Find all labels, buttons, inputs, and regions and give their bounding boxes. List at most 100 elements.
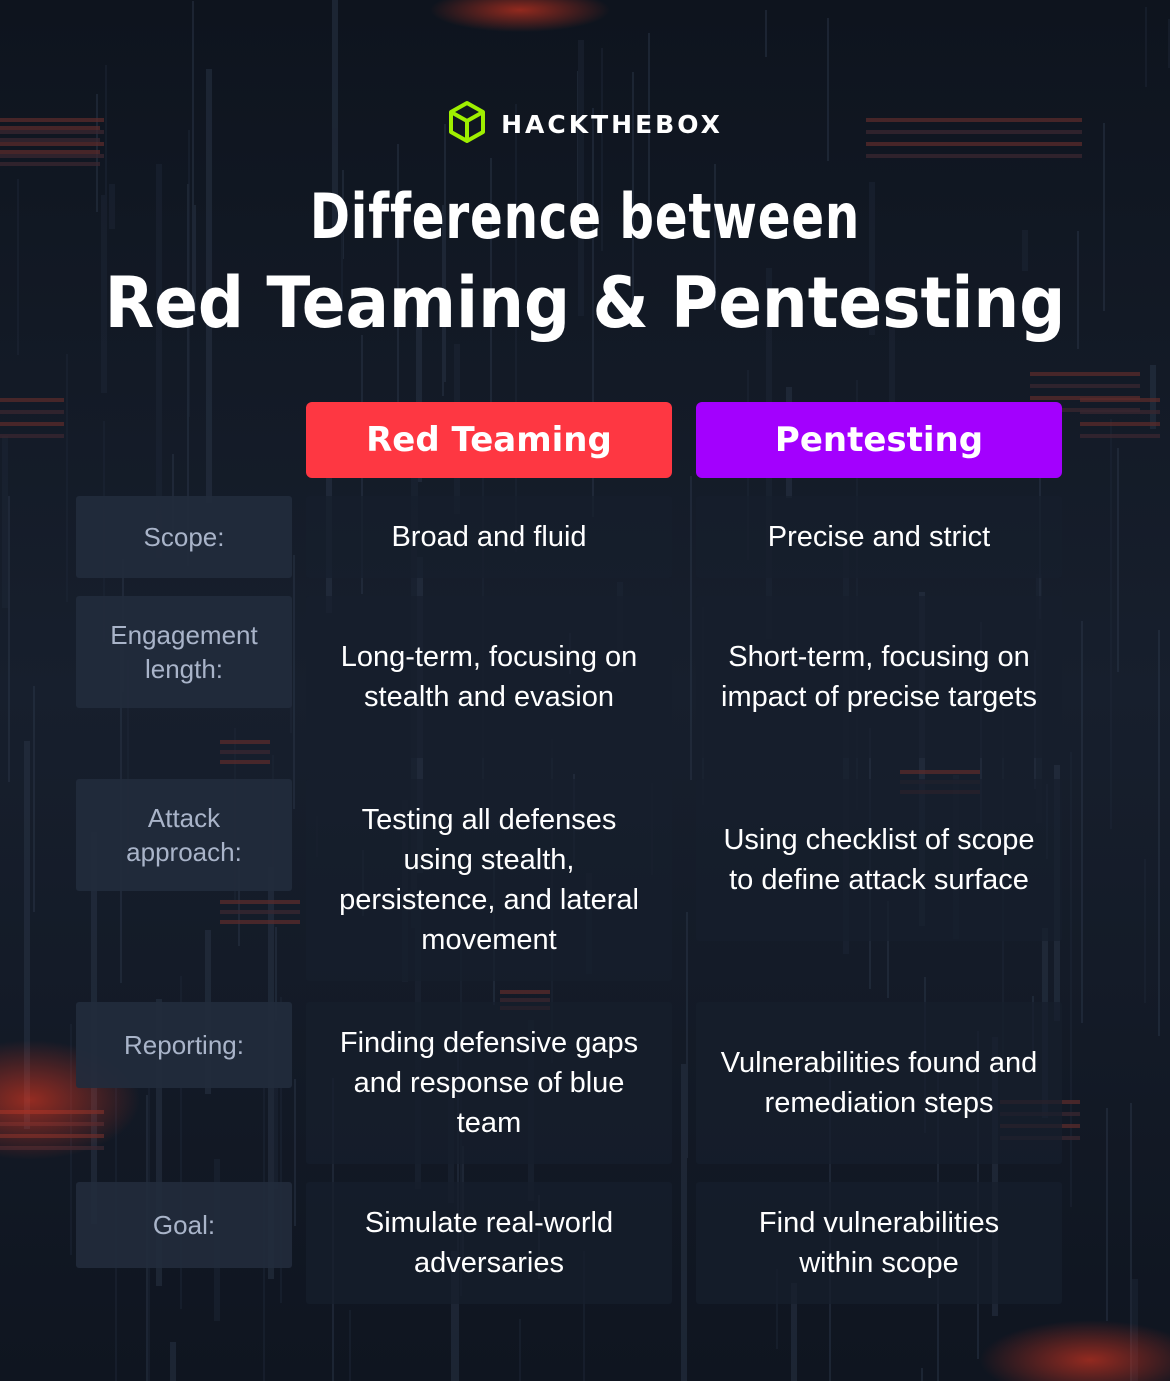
- row-label-reporting: Reporting:: [76, 1002, 292, 1088]
- background-streak: [294, 1079, 296, 1226]
- background-streak: [1110, 419, 1112, 829]
- background-bar: [220, 920, 300, 924]
- background-streak: [24, 741, 30, 1129]
- cell-red-teaming-attack-approach: Testing all defenses using stealth, pers…: [306, 779, 672, 981]
- background-streak: [1022, 230, 1028, 271]
- background-streak: [341, 215, 343, 313]
- cube-logo-icon: [447, 100, 487, 149]
- row-label-attack-approach: Attack approach:: [76, 779, 292, 891]
- background-bar: [1080, 410, 1160, 414]
- background-bar: [500, 998, 550, 1002]
- background-bar: [0, 118, 104, 122]
- brand-header: HACKTHEBOX: [0, 100, 1170, 149]
- background-bar: [0, 162, 100, 166]
- cell-red-teaming-scope: Broad and fluid: [306, 496, 672, 578]
- background-streak: [919, 592, 925, 926]
- background-bar: [500, 990, 550, 994]
- column-header-red-teaming: Red Teaming: [306, 402, 672, 478]
- background-streak: [791, 1283, 797, 1381]
- background-streak: [889, 288, 895, 473]
- background-streak: [887, 901, 889, 998]
- background-streak: [109, 184, 115, 229]
- column-header-pentesting: Pentesting: [696, 402, 1062, 478]
- background-streak: [1103, 123, 1105, 311]
- cell-red-teaming-reporting: Finding defensive gaps and response of b…: [306, 1002, 672, 1164]
- background-streak: [1081, 621, 1083, 1023]
- brand-name: HACKTHEBOX: [501, 110, 723, 139]
- background-bar: [220, 750, 270, 754]
- background-streak: [1150, 365, 1156, 429]
- background-bar: [0, 422, 64, 426]
- background-streak: [187, 184, 189, 566]
- background-bar: [220, 760, 270, 764]
- background-streak: [686, 912, 688, 1158]
- row-label-goal: Goal:: [76, 1182, 292, 1268]
- background-bar: [866, 142, 1082, 146]
- background-streak: [66, 354, 68, 602]
- background-bar: [0, 434, 64, 438]
- cell-red-teaming-engagement-length: Long-term, focusing on stealth and evasi…: [306, 596, 672, 758]
- background-bar: [220, 910, 300, 914]
- background-streak: [101, 195, 107, 393]
- background-streak: [342, 170, 344, 259]
- background-streak: [17, 179, 19, 355]
- cell-pentesting-attack-approach: Using checklist of scope to define attac…: [696, 779, 1062, 941]
- cell-pentesting-scope: Precise and strict: [696, 496, 1062, 578]
- background-streak: [451, 1251, 457, 1381]
- title-line-1: Difference between: [309, 180, 861, 253]
- background-streak: [776, 1269, 778, 1349]
- background-streak: [442, 205, 444, 396]
- background-streak: [105, 65, 107, 278]
- background-streak: [992, 1037, 998, 1316]
- background-bar: [1080, 422, 1160, 426]
- background-streak: [2, 436, 8, 608]
- background-streak: [156, 999, 162, 1286]
- background-streak: [648, 33, 650, 208]
- background-bar: [0, 126, 100, 130]
- background-streak: [272, 1021, 278, 1189]
- background-streak: [1130, 1103, 1132, 1381]
- background-bar: [0, 138, 100, 142]
- background-bar: [0, 398, 64, 402]
- background-streak: [1158, 909, 1160, 1013]
- background-streak: [8, 496, 10, 782]
- background-streak: [1070, 752, 1072, 1207]
- background-streak: [1106, 1108, 1108, 1321]
- background-streak: [583, 1251, 585, 1381]
- background-bar: [1030, 384, 1140, 388]
- title-line-2: Red Teaming & Pentesting: [104, 262, 1066, 344]
- background-bar: [866, 130, 1082, 134]
- background-bar: [1080, 398, 1160, 402]
- background-streak: [578, 40, 584, 316]
- background-streak: [765, 10, 767, 57]
- background-streak: [827, 18, 829, 161]
- background-streak: [1077, 231, 1079, 349]
- background-bar: [900, 770, 980, 774]
- background-bar: [220, 740, 270, 744]
- background-streak: [1158, 630, 1160, 1036]
- background-streak: [869, 182, 875, 335]
- row-label-scope: Scope:: [76, 496, 292, 578]
- background-streak: [275, 927, 277, 1033]
- background-bar: [1030, 372, 1140, 376]
- cell-pentesting-goal: Find vulnerabilities within scope: [696, 1182, 1062, 1304]
- cell-pentesting-engagement-length: Short-term, focusing on impact of precis…: [696, 596, 1062, 758]
- background-streak: [170, 1342, 176, 1381]
- background-bar: [866, 118, 1082, 122]
- background-bar: [0, 130, 104, 134]
- background-bar: [0, 150, 100, 154]
- background-streak: [519, 1319, 521, 1381]
- background-streak: [1117, 448, 1119, 672]
- background-streak: [194, 205, 196, 315]
- background-streak: [416, 318, 422, 482]
- background-bar: [0, 410, 64, 414]
- background-streak: [127, 660, 129, 874]
- background-streak: [192, 1, 194, 303]
- background-streak: [601, 48, 603, 251]
- background-streak: [714, 164, 716, 310]
- background-streak: [1145, 7, 1147, 87]
- background-streak: [681, 1064, 687, 1381]
- background-streak: [592, 108, 594, 517]
- background-bar: [1080, 434, 1160, 438]
